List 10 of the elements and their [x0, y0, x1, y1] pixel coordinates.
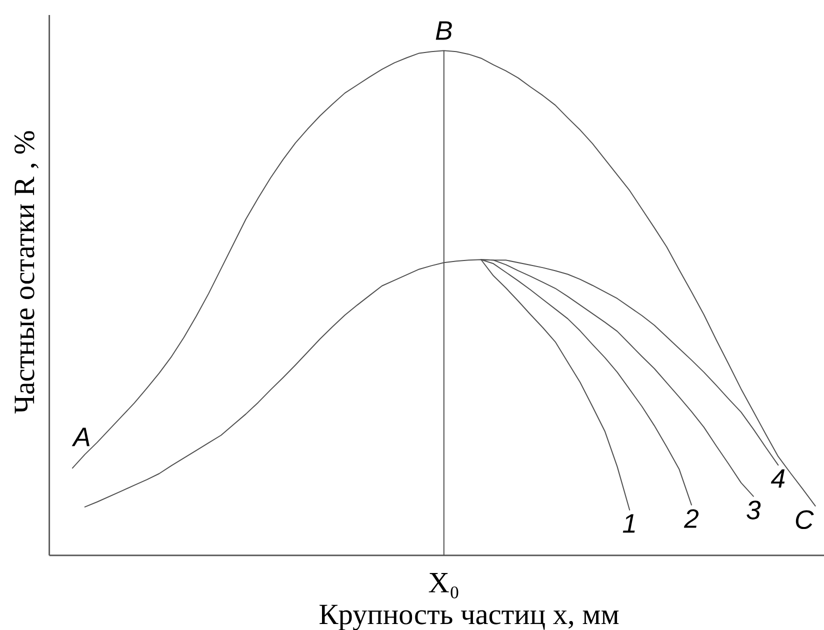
x-axis-title: Крупность частиц x, мм [320, 604, 619, 630]
series-label: C [796, 510, 814, 530]
series-label: 2 [684, 509, 699, 528]
series-label: 3 [746, 500, 761, 520]
y-axis-title: Частные остатки R , % [14, 131, 39, 414]
annotation: A [72, 428, 90, 446]
series-label: 1 [622, 514, 635, 533]
annotation: B [436, 21, 452, 40]
series-label: 4 [770, 469, 785, 488]
text: X₀ [428, 573, 458, 598]
